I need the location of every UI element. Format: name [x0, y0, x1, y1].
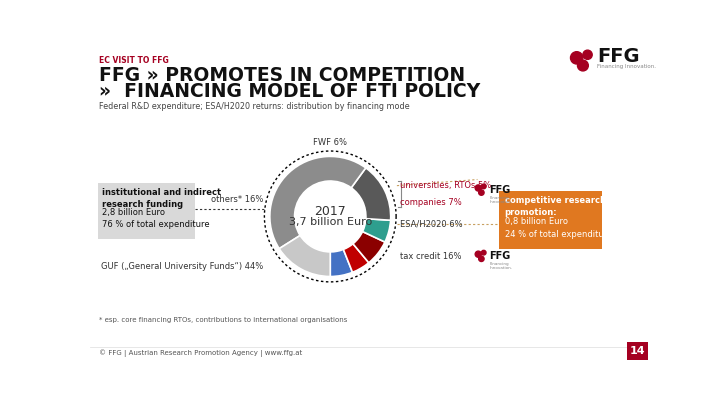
Circle shape [482, 250, 486, 255]
Wedge shape [351, 168, 391, 220]
Text: FWF 6%: FWF 6% [313, 138, 347, 147]
Text: tax credit 16%: tax credit 16% [400, 252, 462, 261]
Text: companies 7%: companies 7% [400, 198, 462, 207]
Text: EC VISIT TO FFG: EC VISIT TO FFG [99, 55, 169, 64]
Text: »  FINANCING MODEL OF FTI POLICY: » FINANCING MODEL OF FTI POLICY [99, 83, 480, 102]
Circle shape [479, 256, 484, 262]
Circle shape [479, 190, 484, 195]
Text: ESA/H2020 6%: ESA/H2020 6% [400, 220, 463, 229]
Text: 14: 14 [629, 346, 645, 356]
Text: Federal R&D expenditure; ESA/H2020 returns: distribution by financing mode: Federal R&D expenditure; ESA/H2020 retur… [99, 102, 410, 111]
Text: 2017: 2017 [315, 205, 346, 217]
Wedge shape [353, 232, 385, 263]
Circle shape [583, 50, 592, 60]
Circle shape [475, 185, 482, 191]
Text: © FFG | Austrian Research Promotion Agency | www.ffg.at: © FFG | Austrian Research Promotion Agen… [99, 350, 302, 357]
Wedge shape [330, 249, 353, 277]
Text: * esp. core financing RTOs, contributions to international organisations: * esp. core financing RTOs, contribution… [99, 317, 348, 322]
Wedge shape [343, 244, 369, 272]
Text: Financing
Innovation.: Financing Innovation. [489, 196, 512, 204]
Wedge shape [270, 156, 366, 249]
Text: FFG: FFG [597, 47, 639, 66]
Text: Financing Innovation.: Financing Innovation. [597, 64, 656, 69]
FancyBboxPatch shape [627, 342, 648, 360]
Text: 3,7 billion Euro: 3,7 billion Euro [289, 217, 372, 227]
Text: FFG: FFG [489, 251, 510, 261]
Circle shape [475, 251, 482, 257]
Text: GUF („General University Funds“) 44%: GUF („General University Funds“) 44% [102, 262, 264, 271]
Text: universities, RTOs 5%: universities, RTOs 5% [400, 181, 491, 190]
Text: institutional and indirect
research funding: institutional and indirect research fund… [102, 188, 222, 209]
Circle shape [482, 184, 486, 189]
Wedge shape [279, 235, 330, 277]
Text: FFG: FFG [489, 185, 510, 194]
FancyBboxPatch shape [98, 183, 194, 239]
Text: 0,8 billion Euro
24 % of total expenditure: 0,8 billion Euro 24 % of total expenditu… [505, 217, 612, 239]
Circle shape [577, 60, 588, 71]
Text: FFG » PROMOTES IN COMPETITION: FFG » PROMOTES IN COMPETITION [99, 66, 465, 85]
Text: Financing
Innovation.: Financing Innovation. [489, 262, 512, 270]
Wedge shape [362, 219, 390, 242]
Text: 2,8 billion Euro
76 % of total expenditure: 2,8 billion Euro 76 % of total expenditu… [102, 208, 210, 230]
Circle shape [570, 52, 583, 64]
Text: others* 16%: others* 16% [211, 195, 264, 204]
Text: competitive research
promotion:: competitive research promotion: [505, 196, 606, 217]
FancyBboxPatch shape [499, 191, 601, 249]
